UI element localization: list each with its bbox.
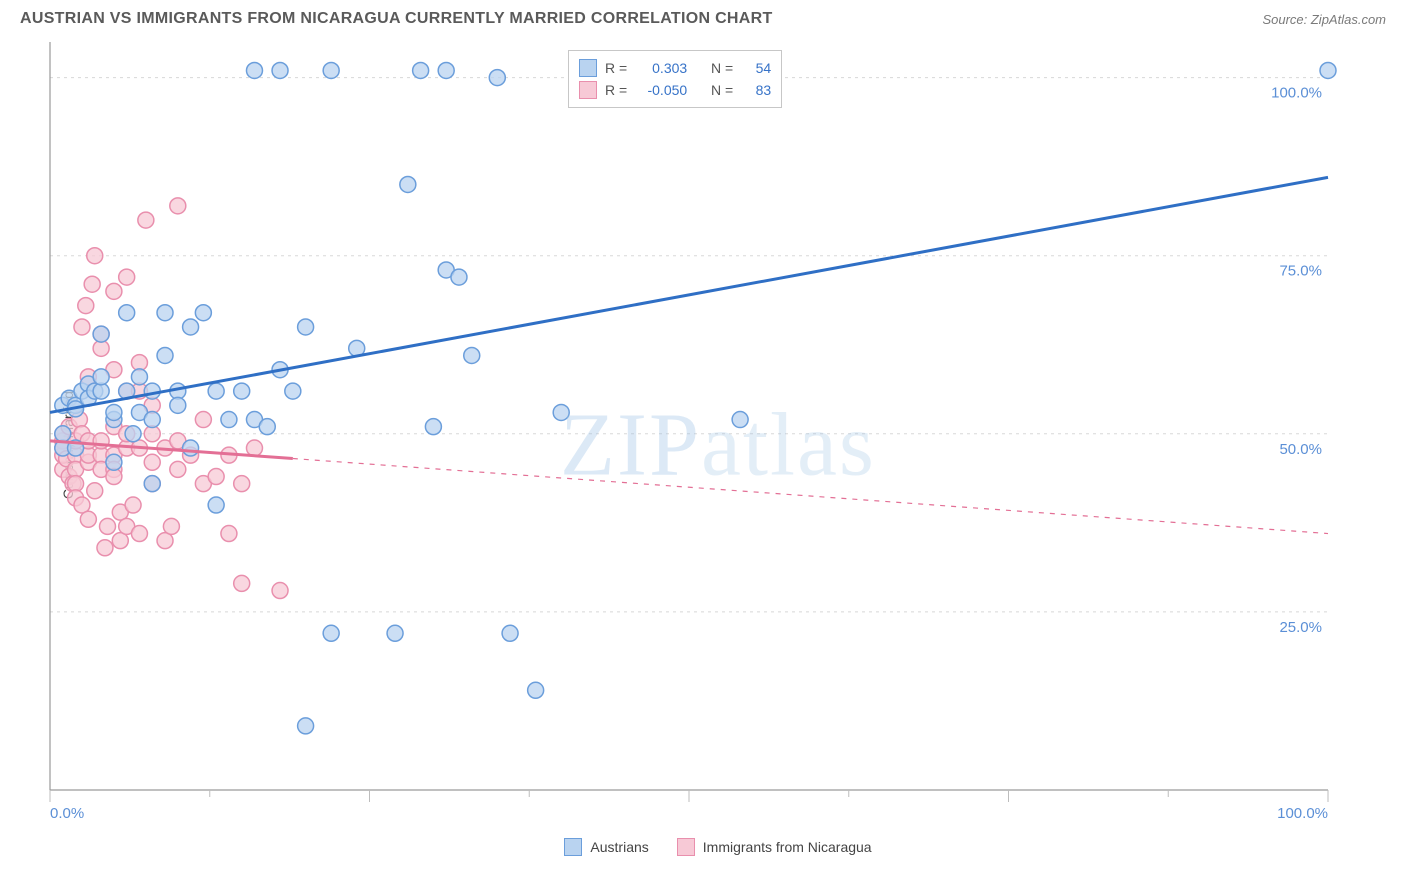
- scatter-plot: 25.0% 50.0% 75.0% 100.0% 0.0% 100.0%: [48, 40, 1388, 820]
- n-label: N =: [711, 79, 733, 101]
- series-legend: Austrians Immigrants from Nicaragua: [48, 838, 1388, 856]
- stats-legend: R = 0.303 N = 54 R = -0.050 N = 83: [568, 50, 782, 108]
- source-attribution: Source: ZipAtlas.com: [1262, 12, 1386, 27]
- svg-text:50.0%: 50.0%: [1279, 441, 1322, 458]
- n-value: 83: [741, 79, 771, 101]
- legend-item: Immigrants from Nicaragua: [677, 838, 872, 856]
- legend-swatch: [564, 838, 582, 856]
- legend-item: Austrians: [564, 838, 648, 856]
- chart-title: AUSTRIAN VS IMMIGRANTS FROM NICARAGUA CU…: [20, 10, 773, 28]
- legend-swatch: [677, 838, 695, 856]
- n-value: 54: [741, 57, 771, 79]
- svg-text:25.0%: 25.0%: [1279, 619, 1322, 636]
- n-label: N =: [711, 57, 733, 79]
- r-label: R =: [605, 57, 627, 79]
- chart-header: AUSTRIAN VS IMMIGRANTS FROM NICARAGUA CU…: [0, 0, 1406, 34]
- stats-legend-row: R = 0.303 N = 54: [579, 57, 771, 79]
- chart-container: Currently Married 25.0%50.0%75.0%100.0%0…: [48, 40, 1388, 850]
- stats-legend-row: R = -0.050 N = 83: [579, 79, 771, 101]
- r-value: 0.303: [635, 57, 687, 79]
- legend-swatch: [579, 81, 597, 99]
- legend-swatch: [579, 59, 597, 77]
- svg-text:100.0%: 100.0%: [1277, 805, 1328, 820]
- r-label: R =: [605, 79, 627, 101]
- legend-label: Austrians: [590, 839, 648, 855]
- r-value: -0.050: [635, 79, 687, 101]
- svg-text:75.0%: 75.0%: [1279, 263, 1322, 280]
- svg-text:100.0%: 100.0%: [1271, 85, 1322, 102]
- legend-label: Immigrants from Nicaragua: [703, 839, 872, 855]
- svg-text:0.0%: 0.0%: [50, 805, 84, 820]
